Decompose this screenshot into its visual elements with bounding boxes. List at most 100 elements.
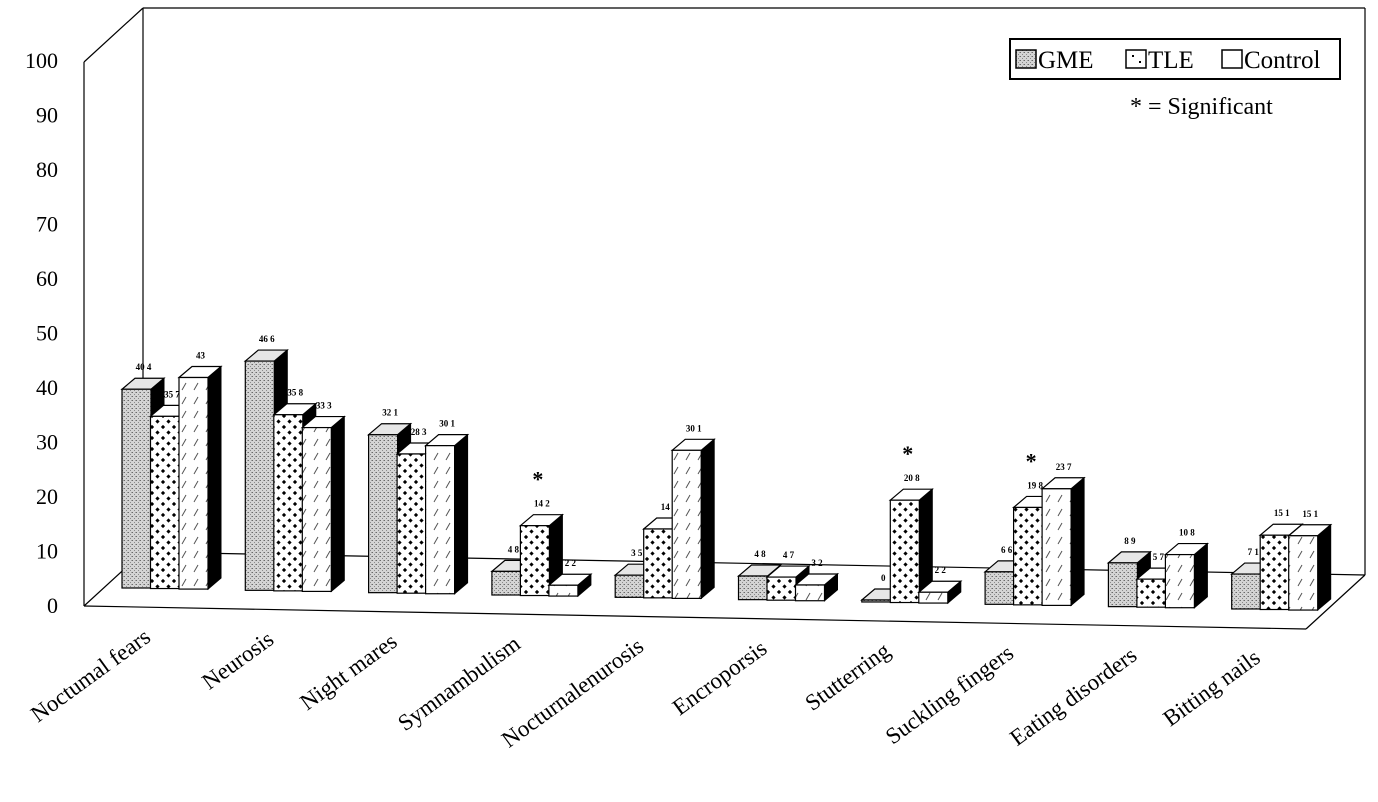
bar-eating-disorders-control-value-label: 10 8 [1179,528,1195,538]
bar-night-mares-gme [368,434,399,594]
bar-neurosis-control-side [330,415,345,593]
legend-swatch-tle-dot2 [1139,61,1141,63]
bar-suckling-fingers-tle-value-label: 19 8 [1027,480,1043,490]
bar-nocturnalenurosis-control-value-label: 30 1 [686,423,702,433]
legend-swatch-tle [1125,49,1147,69]
bar-bitting-nails-gme-value-label: 7 1 [1248,547,1260,557]
legend-box [1009,38,1341,80]
bar-encroporsis-control-value-label: 3 2 [811,558,823,568]
bar-noctumal-fears-control-side [207,365,222,591]
bar-night-mares-tle-value-label: 28 3 [411,427,427,437]
legend-label-control: Control [1244,47,1320,74]
bar-night-mares-gme-value-label: 32 1 [382,408,398,418]
y-tick-label-60: 60 [36,266,58,291]
x-tick-label-neurosis: Neurosis [197,626,278,694]
bar-suckling-fingers-control-side [1070,476,1085,607]
x-tick-label-eating-disorders: Eating disorders [1005,642,1141,750]
bar-nocturnalenurosis-tle-value-label: 14 [661,502,671,512]
bar-stutterring-control [918,591,949,604]
bar-symnambulism-tle-value-label: 14 2 [534,499,550,509]
bar-eating-disorders-tle-value-label: 5 7 [1153,552,1165,562]
bar-neurosis-gme-value-label: 46 6 [259,334,275,344]
y-tick-label-70: 70 [36,212,58,237]
bar-noctumal-fears-tle [149,415,181,590]
bar-symnambulism-control [548,584,579,597]
bar-night-mares-control-value-label: 30 1 [439,419,455,429]
bar-suckling-fingers-gme-value-label: 6 6 [1001,545,1013,555]
bar-night-mares-tle [396,453,427,594]
bar-eating-disorders-tle [1136,578,1167,608]
legend-swatch-control [1221,49,1243,69]
bar-noctumal-fears-gme [121,388,152,589]
bar-neurosis-control [301,426,332,593]
bar-neurosis-tle [273,414,304,592]
significance-star-stutterring: * [902,441,913,466]
x-tick-label-night-mares: Night mares [295,628,401,715]
bar-stutterring-control-value-label: 2 2 [935,565,947,575]
bar-bitting-nails-gme [1231,573,1262,610]
bar-noctumal-fears-control-value-label: 43 [196,351,206,361]
bar-bitting-nails-control [1288,535,1319,611]
y-tick-label-80: 80 [36,157,58,182]
bar-nocturnalenurosis-control [671,449,702,599]
bar-neurosis-control-value-label: 33 3 [316,401,332,411]
floor-right-edge [1305,574,1366,630]
bar-stutterring-tle-value-label: 20 8 [904,473,920,483]
y-tick-label-90: 90 [36,103,58,128]
bar-stutterring-gme [861,599,892,603]
x-tick-label-suckling-fingers: Suckling fingers [881,640,1018,749]
y-tick-label-10: 10 [36,539,58,564]
bar-encroporsis-gme [737,575,769,601]
bar-encroporsis-gme-value-label: 4 8 [754,549,766,559]
x-axis-line [83,605,1307,630]
x-tick-label-symnambulism: Symnambulism [393,631,525,736]
x-tick-label-noctumal-fears: Noctumal fears [26,624,155,727]
y-tick-label-30: 30 [36,430,58,455]
bar-symnambulism-tle [519,525,551,597]
bar-night-mares-control-side [454,433,469,595]
x-tick-label-encroporsis: Encroporsis [668,635,772,720]
x-tick-label-stutterring: Stutterring [800,637,895,715]
bar-eating-disorders-gme-value-label: 8 9 [1124,536,1136,546]
significance-note: * = Significant [1130,94,1273,120]
bar-encroporsis-tle-value-label: 4 7 [783,550,795,560]
bar-symnambulism-control-value-label: 2 2 [565,558,577,568]
bar-nocturnalenurosis-gme [614,574,645,598]
bar-encroporsis-control [794,584,826,602]
bar-bitting-nails-control-side [1317,523,1332,612]
bar-night-mares-control [425,445,456,595]
bar-symnambulism-gme-value-label: 4 8 [508,544,520,554]
bar-eating-disorders-control [1164,553,1196,609]
y-tick-label-50: 50 [36,321,58,346]
bar-bitting-nails-control-value-label: 15 1 [1302,509,1318,519]
bar-noctumal-fears-control [178,376,209,590]
bar-stutterring-gme-value-label: 0 [881,573,886,583]
bar-neurosis-tle-value-label: 35 8 [287,388,303,398]
side-wall-top-edge [83,7,144,63]
legend-swatch-tle-dot [1132,55,1134,57]
legend-swatch-gme [1015,49,1037,69]
bar-bitting-nails-tle-value-label: 15 1 [1274,508,1290,518]
bar-eating-disorders-gme [1107,562,1139,608]
bars-group: 40 4 35 7 43 46 6 35 8 33 3 32 1 28 3 30 1 4 8 14 … [120,334,1333,612]
bar-stutterring-tle [889,499,920,604]
y-tick-label-100: 100 [25,48,58,73]
category-labels: Noctumal fears Neurosis Night maresSymnamb… [26,624,1265,753]
legend-label-tle: TLE [1148,47,1194,74]
bar-noctumal-fears-gme-value-label: 40 4 [136,362,152,372]
bar-suckling-fingers-control-value-label: 23 7 [1056,462,1072,472]
bar-bitting-nails-tle [1259,534,1290,611]
bar-symnambulism-gme [491,570,522,596]
legend: GME TLE Control [1009,38,1341,80]
bar-neurosis-gme [244,360,275,591]
legend-label-gme: GME [1038,47,1094,74]
y-tick-label-0: 0 [47,593,58,618]
bar-nocturnalenurosis-gme-value-label: 3 5 [631,548,643,558]
bar-noctumal-fears-tle-value-label: 35 7 [164,389,180,399]
bar-suckling-fingers-tle [1012,506,1044,606]
bar-nocturnalenurosis-control-side [700,438,715,600]
significance-star-symnambulism: * [532,467,543,492]
bar-suckling-fingers-control [1041,488,1072,606]
